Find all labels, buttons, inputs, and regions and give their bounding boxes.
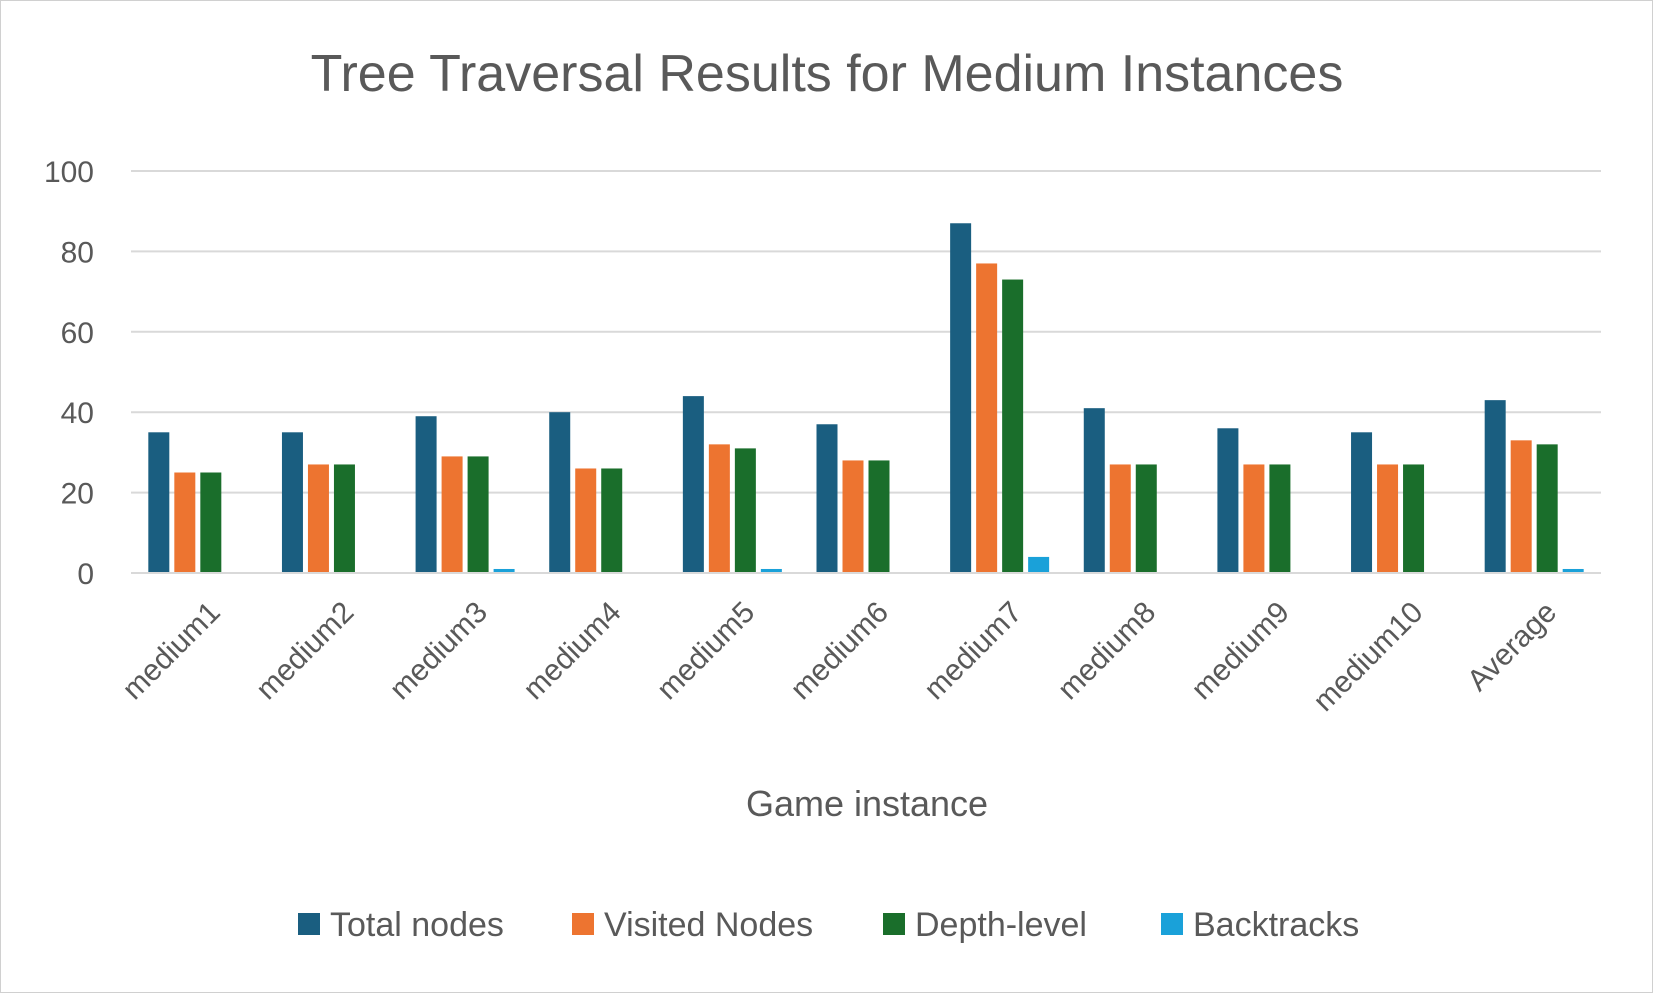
legend-label: Backtracks (1193, 906, 1359, 944)
bar-total-nodes-medium8 (1083, 408, 1105, 573)
chart-title: Tree Traversal Results for Medium Instan… (311, 45, 1344, 103)
legend: Total nodes Visited Nodes Depth-level Backt… (298, 906, 1359, 944)
y-tick-label: 80 (61, 236, 94, 269)
bar-visited-nodes-medium4 (575, 468, 597, 573)
x-tick-label: medium3 (383, 596, 494, 707)
bar-total-nodes-medium1 (148, 432, 170, 573)
bar-depth-level-medium4 (601, 468, 623, 573)
bar-total-nodes-medium10 (1351, 432, 1373, 573)
x-tick-label: medium6 (784, 596, 895, 707)
legend-label: Total nodes (330, 906, 504, 944)
bar-visited-nodes-medium10 (1377, 464, 1399, 573)
x-tick-label: medium8 (1052, 596, 1163, 707)
y-tick-label: 60 (61, 317, 94, 350)
bar-visited-nodes-medium6 (842, 460, 864, 573)
legend-swatch (883, 913, 905, 935)
bar-visited-nodes-medium1 (174, 472, 196, 573)
bar-depth-level-medium6 (868, 460, 890, 573)
bar-total-nodes-medium5 (682, 396, 704, 573)
y-axis-ticks: 0 20 40 60 80 100 (44, 156, 94, 591)
bar-visited-nodes-medium5 (708, 444, 730, 573)
bar-total-nodes-medium7 (950, 223, 972, 573)
bar-visited-nodes-medium7 (976, 263, 998, 573)
bar-visited-nodes-medium2 (307, 464, 329, 573)
bar-depth-level-average (1536, 444, 1558, 573)
legend-swatch (572, 913, 594, 935)
bar-depth-level-medium7 (1002, 279, 1024, 573)
bars (148, 223, 1584, 573)
bar-total-nodes-medium6 (816, 424, 838, 573)
bar-backtracks-average (1562, 568, 1584, 573)
x-tick-label: medium9 (1185, 596, 1296, 707)
bar-depth-level-medium9 (1269, 464, 1291, 573)
x-tick-label: medium5 (651, 596, 762, 707)
x-tick-label: medium7 (918, 596, 1029, 707)
x-tick-label: Average (1461, 596, 1563, 698)
bar-depth-level-medium8 (1135, 464, 1157, 573)
legend-label: Visited Nodes (604, 906, 813, 944)
legend-label: Depth-level (915, 906, 1087, 944)
y-tick-label: 20 (61, 478, 94, 511)
bar-visited-nodes-average (1510, 440, 1532, 573)
x-axis-label: Game instance (746, 783, 988, 824)
y-tick-label: 100 (44, 156, 94, 189)
bar-backtracks-medium7 (1028, 556, 1050, 573)
bar-depth-level-medium3 (467, 456, 489, 573)
x-tick-label: medium10 (1307, 596, 1429, 718)
x-tick-label: medium2 (250, 596, 361, 707)
x-tick-label: medium1 (116, 596, 227, 707)
bar-visited-nodes-medium3 (441, 456, 463, 573)
bar-depth-level-medium5 (734, 448, 756, 573)
legend-swatch (298, 913, 320, 935)
bar-total-nodes-average (1484, 400, 1506, 573)
bar-total-nodes-medium9 (1217, 428, 1239, 573)
bar-total-nodes-medium3 (415, 416, 437, 573)
bar-depth-level-medium2 (333, 464, 355, 573)
bar-depth-level-medium10 (1403, 464, 1425, 573)
gridlines (131, 170, 1601, 494)
legend-swatch (1161, 913, 1183, 935)
bar-visited-nodes-medium8 (1109, 464, 1131, 573)
x-axis-ticks: medium1 medium2 medium3 medium4 medium5 mediu… (116, 596, 1563, 718)
bar-depth-level-medium1 (200, 472, 222, 573)
bar-backtracks-medium3 (493, 568, 515, 573)
x-tick-label: medium4 (517, 596, 628, 707)
y-tick-label: 0 (77, 558, 94, 591)
bar-backtracks-medium5 (760, 568, 782, 573)
y-tick-label: 40 (61, 397, 94, 430)
bar-total-nodes-medium2 (281, 432, 303, 573)
bar-visited-nodes-medium9 (1243, 464, 1265, 573)
bar-total-nodes-medium4 (549, 412, 571, 573)
